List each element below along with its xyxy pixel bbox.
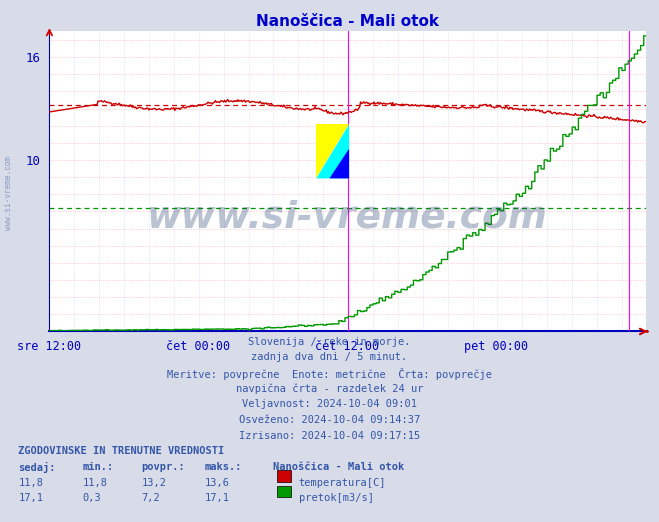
Text: 7,2: 7,2 — [142, 493, 160, 503]
Text: Osveženo: 2024-10-04 09:14:37: Osveženo: 2024-10-04 09:14:37 — [239, 415, 420, 425]
Text: Veljavnost: 2024-10-04 09:01: Veljavnost: 2024-10-04 09:01 — [242, 399, 417, 409]
Polygon shape — [316, 124, 349, 179]
Text: 11,8: 11,8 — [18, 478, 43, 488]
Polygon shape — [330, 149, 349, 179]
Text: maks.:: maks.: — [204, 462, 242, 472]
Text: ZGODOVINSKE IN TRENUTNE VREDNOSTI: ZGODOVINSKE IN TRENUTNE VREDNOSTI — [18, 446, 225, 456]
Text: Slovenija / reke in morje.: Slovenija / reke in morje. — [248, 337, 411, 347]
Text: 17,1: 17,1 — [204, 493, 229, 503]
Text: 17,1: 17,1 — [18, 493, 43, 503]
Text: www.si-vreme.com: www.si-vreme.com — [4, 156, 13, 230]
Polygon shape — [316, 124, 349, 179]
Text: 13,6: 13,6 — [204, 478, 229, 488]
Text: Izrisano: 2024-10-04 09:17:15: Izrisano: 2024-10-04 09:17:15 — [239, 431, 420, 441]
Text: navpična črta - razdelek 24 ur: navpična črta - razdelek 24 ur — [236, 384, 423, 394]
Text: zadnja dva dni / 5 minut.: zadnja dva dni / 5 minut. — [251, 352, 408, 362]
Text: povpr.:: povpr.: — [142, 462, 185, 472]
Text: Meritve: povprečne  Enote: metrične  Črta: povprečje: Meritve: povprečne Enote: metrične Črta:… — [167, 368, 492, 380]
Text: sedaj:: sedaj: — [18, 462, 56, 473]
Text: www.si-vreme.com: www.si-vreme.com — [147, 199, 548, 235]
Text: Nanoščica - Mali otok: Nanoščica - Mali otok — [273, 462, 405, 472]
Text: min.:: min.: — [82, 462, 113, 472]
Title: Nanoščica - Mali otok: Nanoščica - Mali otok — [256, 14, 439, 29]
Text: 11,8: 11,8 — [82, 478, 107, 488]
Text: pretok[m3/s]: pretok[m3/s] — [299, 493, 374, 503]
Text: 0,3: 0,3 — [82, 493, 101, 503]
Text: temperatura[C]: temperatura[C] — [299, 478, 386, 488]
Text: 13,2: 13,2 — [142, 478, 167, 488]
